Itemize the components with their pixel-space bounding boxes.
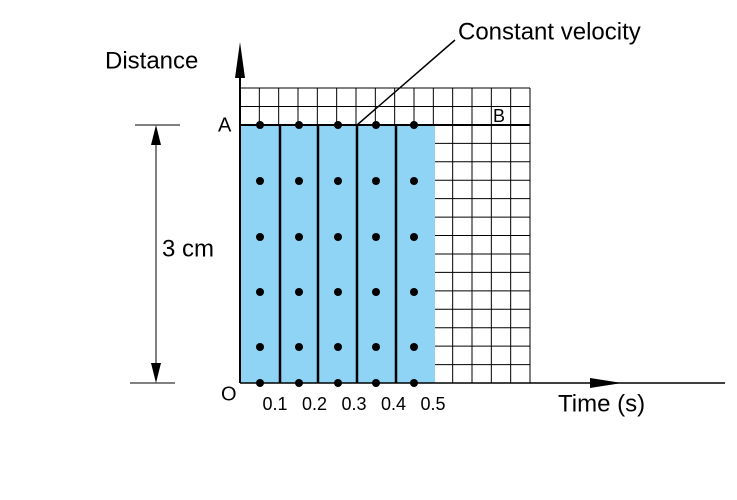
time-label: 0.4 — [381, 394, 406, 414]
point-b: B — [493, 106, 505, 126]
dim-arrow-up — [151, 125, 161, 145]
annotation: Constant velocity — [458, 18, 641, 45]
y-arrow — [235, 42, 245, 78]
origin: O — [221, 383, 237, 405]
x-arrow — [590, 378, 622, 388]
dot — [372, 288, 380, 296]
x-axis-label: Time (s) — [558, 390, 645, 417]
dot — [334, 233, 342, 241]
point-a: A — [218, 114, 232, 136]
dot — [334, 288, 342, 296]
dim-arrow-down — [151, 363, 161, 383]
dot — [256, 288, 264, 296]
time-labels: 0.1 0.2 0.3 0.4 0.5 — [262, 394, 445, 414]
height-label: 3 cm — [162, 235, 214, 262]
dot — [410, 288, 418, 296]
dot — [410, 343, 418, 351]
dot — [295, 233, 303, 241]
dot — [372, 233, 380, 241]
dot — [295, 288, 303, 296]
dot — [410, 177, 418, 185]
dot — [256, 177, 264, 185]
annotation-line — [356, 39, 456, 126]
y-axis-label: Distance — [105, 47, 198, 74]
dot — [256, 233, 264, 241]
time-label: 0.2 — [302, 394, 327, 414]
dot — [334, 177, 342, 185]
time-label: 0.5 — [420, 394, 445, 414]
dot — [372, 177, 380, 185]
dot — [295, 177, 303, 185]
time-label: 0.1 — [262, 394, 287, 414]
dot — [295, 343, 303, 351]
dot — [334, 343, 342, 351]
dot — [410, 233, 418, 241]
strip-boundaries — [278, 125, 398, 383]
dot — [256, 343, 264, 351]
time-label: 0.3 — [341, 394, 366, 414]
tape-strips — [240, 125, 435, 383]
dot — [372, 343, 380, 351]
